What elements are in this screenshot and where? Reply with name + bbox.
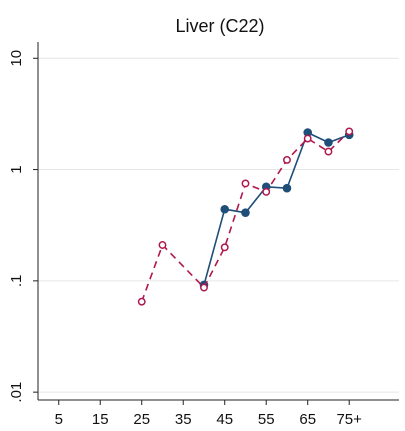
y-tick-label: .01 (8, 382, 25, 403)
x-tick-label: 15 (92, 411, 109, 428)
data-point (262, 187, 271, 196)
data-point (220, 243, 229, 252)
data-point (345, 127, 354, 136)
x-tick-label: 35 (175, 411, 192, 428)
data-point (324, 138, 333, 147)
x-tick-label: 55 (258, 411, 275, 428)
data-point (283, 155, 291, 164)
data-point (241, 208, 250, 217)
x-tick-label: 75+ (336, 411, 362, 428)
data-point (137, 297, 146, 306)
series-line (140, 130, 350, 302)
y-tick-label: 1 (8, 165, 25, 173)
x-tick-label: 65 (299, 411, 316, 428)
y-tick-label: 10 (8, 50, 25, 67)
chart-title: Liver (C22) (175, 16, 264, 36)
axes: 10 1 .1 .01 5 15 25 35 45 55 65 75+ (8, 42, 399, 428)
x-tick-label: 25 (133, 411, 150, 428)
x-tick-label: 5 (55, 411, 63, 428)
data-point (158, 241, 167, 249)
data-point (324, 147, 333, 156)
data-point (200, 283, 208, 292)
data-point (303, 134, 312, 143)
data-point (220, 204, 230, 214)
x-tick-label: 45 (216, 411, 233, 428)
series-layer (137, 127, 354, 306)
grid-layer (38, 57, 399, 393)
y-tick-label: .1 (8, 275, 25, 288)
data-point (282, 183, 292, 193)
series-2 (137, 127, 354, 306)
data-point (241, 179, 250, 188)
